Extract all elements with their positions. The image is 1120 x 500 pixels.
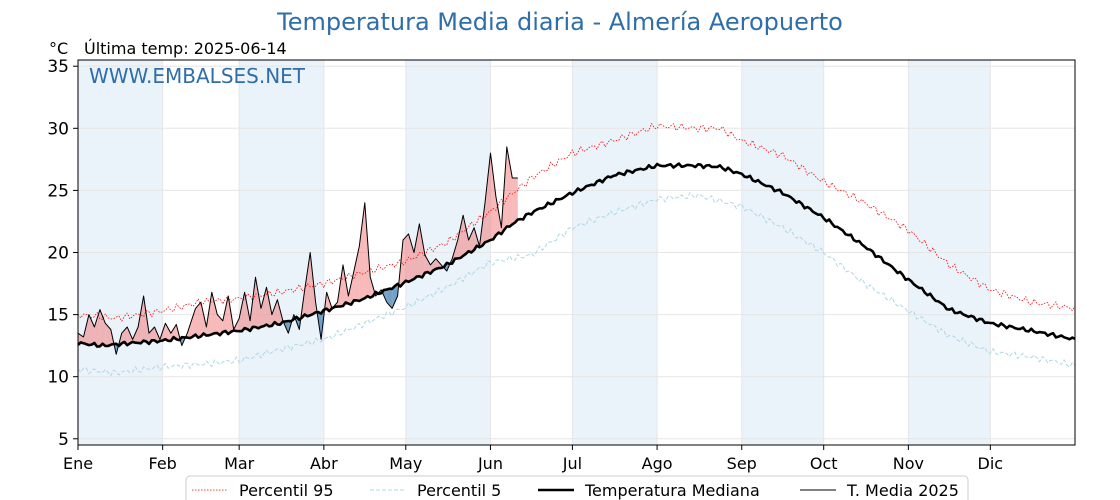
fill-above-median bbox=[359, 202, 365, 301]
last-temp-label: Última temp: 2025-06-14 bbox=[84, 39, 287, 58]
x-tick-label: Dic bbox=[978, 454, 1004, 473]
series-line-percentil-5 bbox=[77, 192, 1076, 377]
fill-above-median bbox=[78, 333, 84, 344]
fill-above-median bbox=[353, 246, 360, 302]
legend-label: Percentil 5 bbox=[417, 481, 501, 500]
fill-above-median bbox=[484, 153, 491, 244]
legend-label: Percentil 95 bbox=[239, 481, 334, 500]
series-line-temperatura-mediana bbox=[77, 162, 1076, 348]
chart-title: Temperatura Media diaria - Almería Aerop… bbox=[277, 8, 843, 36]
fill-above-median bbox=[222, 295, 229, 333]
fill-above-median bbox=[105, 323, 111, 346]
fill-above-median bbox=[413, 223, 420, 279]
fill-above-median bbox=[490, 153, 496, 241]
fill-above-median bbox=[211, 292, 218, 335]
y-tick-label: 30 bbox=[47, 119, 69, 139]
fill-above-median bbox=[121, 327, 128, 344]
fill-above-median bbox=[170, 324, 177, 340]
fill-above-median bbox=[419, 223, 425, 277]
legend-label: T. Media 2025 bbox=[846, 481, 959, 500]
legend-label: Temperatura Mediana bbox=[584, 481, 760, 500]
fill-above-median bbox=[463, 215, 469, 256]
series-lines bbox=[77, 123, 1076, 377]
fill-above-median bbox=[138, 295, 144, 343]
legend-box bbox=[185, 475, 969, 500]
fill-above-median bbox=[165, 323, 171, 341]
x-tick-label: Ene bbox=[63, 454, 93, 473]
fill-above-median bbox=[94, 309, 100, 346]
y-tick-label: 25 bbox=[47, 181, 69, 201]
x-tick-label: Feb bbox=[149, 454, 177, 473]
fill-above-median bbox=[506, 146, 513, 228]
fill-above-median bbox=[195, 302, 201, 337]
y-tick-label: 20 bbox=[47, 244, 69, 264]
series-line-t-media-2025 bbox=[77, 146, 518, 355]
fill-above-median bbox=[149, 327, 155, 342]
y-tick-label: 35 bbox=[47, 57, 69, 77]
x-tick-label: Sep bbox=[727, 454, 757, 473]
fill-above-median bbox=[88, 314, 95, 345]
fill-above-median bbox=[99, 309, 106, 346]
fill-above-median bbox=[424, 254, 431, 275]
y-tick-label: 5 bbox=[58, 430, 69, 450]
fill-above-median bbox=[468, 227, 475, 253]
fill-above-median bbox=[255, 277, 262, 328]
fill-above-median bbox=[403, 233, 409, 284]
axis-ticks: 5 10 15 20 25 30 35 Ene Feb Mar Abr May Jun Jul Ago Sep… bbox=[47, 57, 1003, 473]
x-tick-label: Ago bbox=[642, 454, 673, 473]
fill-above-median bbox=[271, 299, 278, 325]
unit-label: °C bbox=[49, 39, 69, 58]
fill-above-median bbox=[408, 233, 414, 282]
y-tick-label: 15 bbox=[47, 306, 69, 326]
x-tick-label: Mar bbox=[224, 454, 255, 473]
fill-above-median bbox=[512, 177, 518, 224]
x-tick-label: May bbox=[389, 454, 422, 473]
series-line-percentil-95 bbox=[77, 123, 1076, 322]
x-tick-label: Jul bbox=[562, 454, 582, 473]
fill-above-median bbox=[261, 287, 267, 327]
legend: Percentil 95 Percentil 5 Temperatura Media… bbox=[185, 475, 969, 500]
fill-above-median bbox=[239, 292, 245, 331]
x-tick-label: Abr bbox=[310, 454, 338, 473]
x-tick-label: Nov bbox=[893, 454, 924, 473]
fill-above-median bbox=[457, 215, 464, 259]
y-tick-label: 10 bbox=[47, 368, 69, 388]
x-tick-label: Oct bbox=[810, 454, 838, 473]
watermark: WWW.EMBALSES.NET bbox=[89, 64, 306, 88]
fill-above-median bbox=[266, 287, 272, 326]
fill-below-median bbox=[392, 285, 398, 309]
x-tick-label: Jun bbox=[477, 454, 503, 473]
